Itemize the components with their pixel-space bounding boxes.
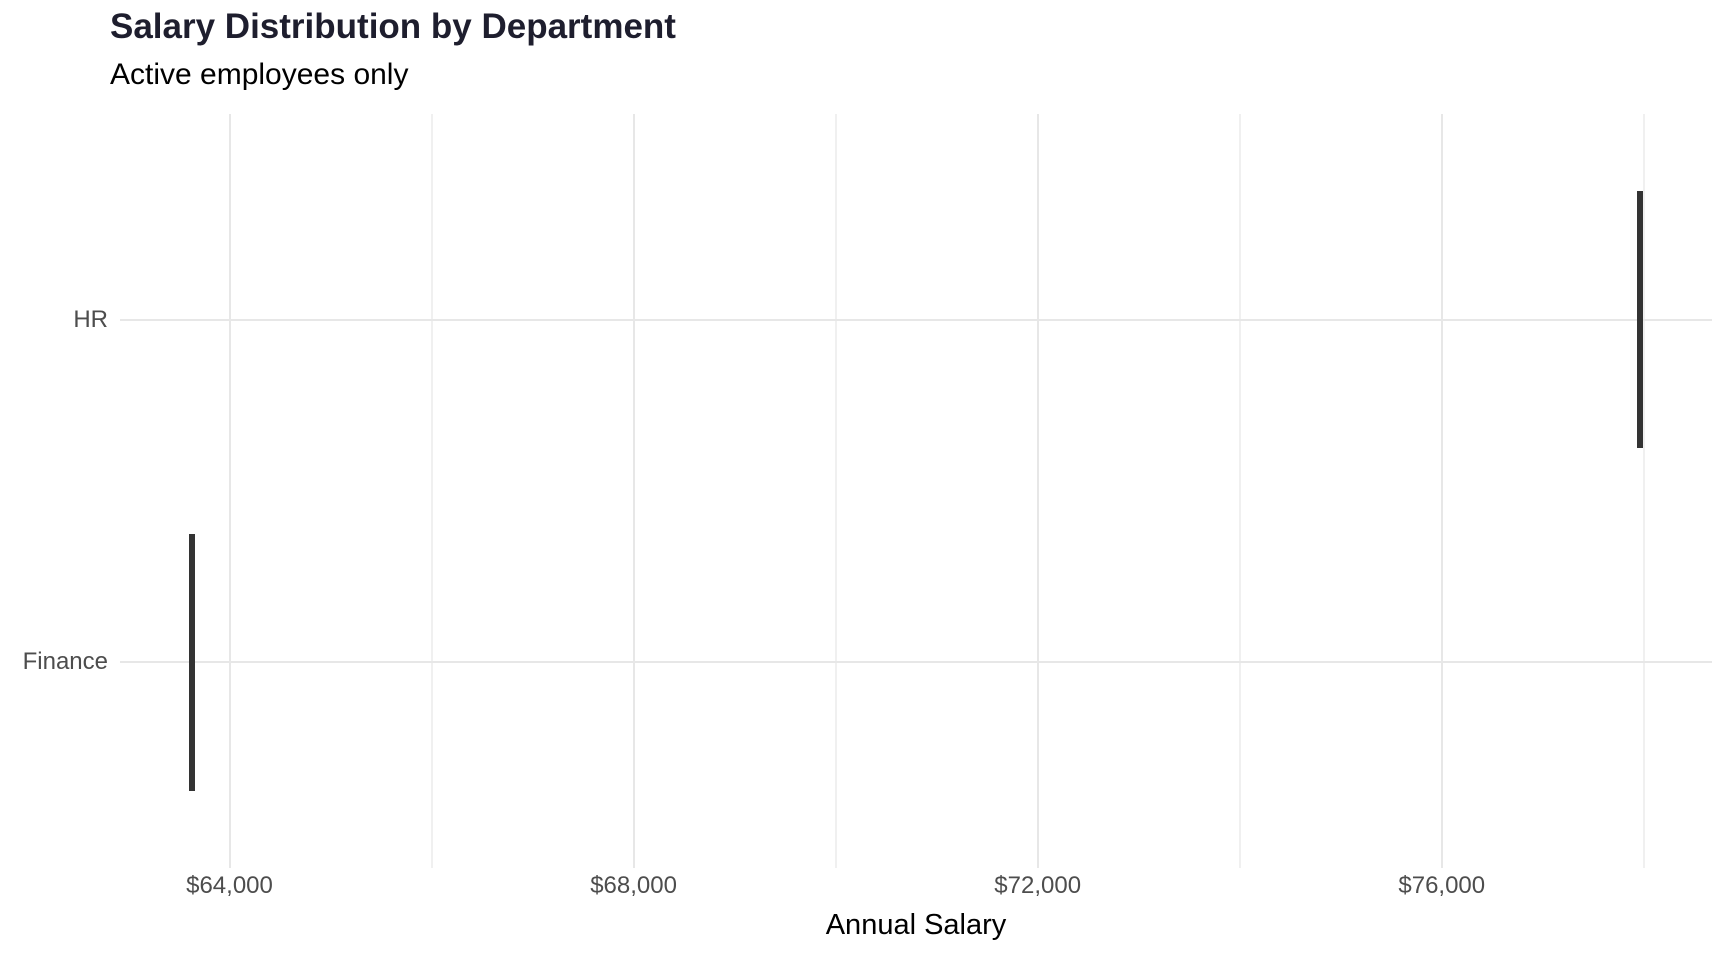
x-tick-label: $72,000 <box>994 872 1082 899</box>
chart-title: Salary Distribution by Department <box>110 7 676 46</box>
gridline-major-horizontal <box>120 661 1712 664</box>
gridline-major-vertical <box>228 114 231 868</box>
gridline-major-vertical <box>1440 114 1443 868</box>
gridline-minor-vertical <box>1642 114 1645 868</box>
gridline-major-horizontal <box>120 318 1712 321</box>
y-axis-label-finance: Finance <box>22 648 108 676</box>
gridline-major-vertical <box>1036 114 1039 868</box>
x-tick-label: $64,000 <box>186 872 273 899</box>
x-tick-label: $76,000 <box>1398 872 1486 899</box>
chart-subtitle: Active employees only <box>110 58 409 91</box>
x-axis-title: Annual Salary <box>825 909 1007 941</box>
gridline-minor-vertical <box>834 114 837 868</box>
box-segment-finance <box>189 533 196 791</box>
gridline-minor-vertical <box>430 114 433 868</box>
gridline-major-vertical <box>632 114 635 868</box>
box-segment-hr <box>1636 191 1643 449</box>
x-tick-label: $68,000 <box>590 872 677 899</box>
y-axis-label-hr: HR <box>73 305 108 333</box>
gridline-minor-vertical <box>1238 114 1241 868</box>
